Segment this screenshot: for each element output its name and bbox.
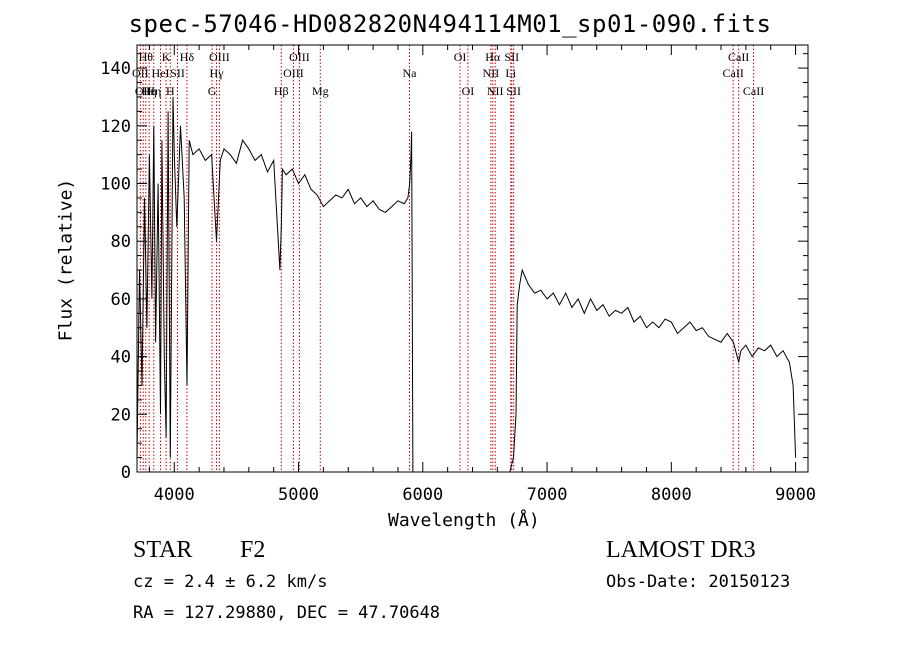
line-marker-label: Hβ xyxy=(274,84,289,98)
y-axis-label: Flux (relative) xyxy=(55,178,77,342)
redshift-value: cz = 2.4 ± 6.2 km/s xyxy=(133,572,328,592)
line-marker-label: SII xyxy=(170,66,185,80)
x-tick-label: 9000 xyxy=(775,485,816,505)
y-tick-label: 60 xyxy=(111,290,131,310)
line-marker-label: OII xyxy=(132,66,149,80)
plot-frame xyxy=(136,44,809,473)
survey-name: LAMOST DR3 xyxy=(606,537,756,563)
object-subclass: F2 xyxy=(240,537,266,563)
x-axis-label: Wavelength (Å) xyxy=(388,510,540,531)
y-tick-label: 80 xyxy=(111,232,131,252)
line-marker-label: G xyxy=(208,84,217,98)
y-tick-label: 120 xyxy=(100,117,131,137)
line-marker-label: Li xyxy=(505,66,516,80)
line-marker-label: Hδ xyxy=(180,50,195,64)
observation-date: Obs-Date: 20150123 xyxy=(606,572,791,592)
line-marker-label: CaII xyxy=(743,84,764,98)
line-marker-label: CaII xyxy=(723,66,744,80)
y-axis: 0 20 40 60 80 100 120 140 xyxy=(100,53,808,483)
x-tick-label: 8000 xyxy=(651,485,692,505)
line-marker-label: NII xyxy=(483,66,500,80)
y-tick-label: 20 xyxy=(111,405,131,425)
line-marker-label: K xyxy=(162,50,171,64)
x-tick-label: 5000 xyxy=(278,485,319,505)
spectrum-line xyxy=(136,96,797,473)
y-tick-label: 0 xyxy=(121,463,131,483)
x-tick-label: 7000 xyxy=(527,485,568,505)
line-marker-label: Hη xyxy=(146,84,161,98)
line-marker-label: NII xyxy=(487,84,504,98)
x-axis: 4000 5000 6000 7000 8000 9000 xyxy=(148,45,816,505)
line-markers xyxy=(139,45,755,472)
line-marker-label: OIII xyxy=(209,50,230,64)
coordinates: RA = 127.29880, DEC = 47.70648 xyxy=(133,603,441,623)
line-marker-label: CaII xyxy=(728,50,749,64)
line-marker-label: SII xyxy=(504,50,519,64)
line-marker-label: OIII xyxy=(289,50,310,64)
y-tick-label: 40 xyxy=(111,348,131,368)
line-marker-label: Mg xyxy=(312,84,329,98)
line-marker-label: HeI xyxy=(151,66,169,80)
line-marker-label: Hα xyxy=(485,50,501,64)
x-tick-label: 6000 xyxy=(402,485,443,505)
line-marker-label: Hη xyxy=(142,84,157,98)
y-tick-label: 140 xyxy=(100,59,131,79)
line-marker-label: Hθ xyxy=(139,50,154,64)
line-marker-label: OI xyxy=(454,50,467,64)
line-marker-label: Hγ xyxy=(210,66,225,80)
line-marker-label: OI xyxy=(462,84,475,98)
line-marker-label: Na xyxy=(403,66,418,80)
x-tick-label: 4000 xyxy=(154,485,195,505)
line-marker-label: SII xyxy=(506,84,521,98)
y-tick-label: 100 xyxy=(100,174,131,194)
object-class: STAR xyxy=(133,537,193,563)
line-marker-label: OIII xyxy=(283,66,304,80)
line-marker-label: H xyxy=(166,84,175,98)
chart-title: spec-57046-HD082820N494114M01_sp01-090.f… xyxy=(128,10,772,38)
line-marker-label: OII xyxy=(135,84,152,98)
